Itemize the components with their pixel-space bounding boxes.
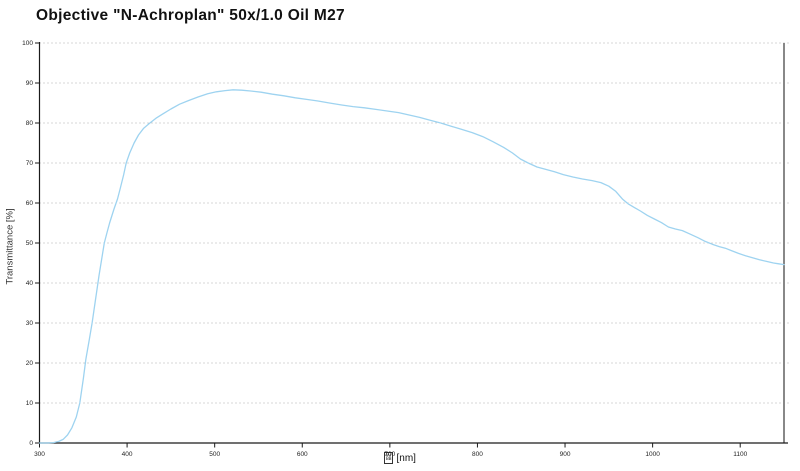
x-tick-label: 1100 (733, 451, 747, 458)
x-tick-label: 800 (472, 451, 483, 458)
x-tick-label: 1000 (645, 451, 660, 458)
missing-glyph-hex-digit: B (388, 457, 392, 462)
y-tick-label: 100 (22, 40, 33, 47)
y-tick-label: 60 (26, 200, 34, 207)
x-tick-label: 900 (560, 451, 571, 458)
transmittance-curve (38, 89, 785, 444)
y-tick-label: 70 (26, 160, 34, 167)
missing-glyph-hex-digit: 0 (386, 452, 389, 458)
y-tick-label: 50 (26, 240, 34, 247)
y-tick-label: 30 (26, 320, 34, 327)
y-tick-label: 80 (26, 120, 34, 127)
y-tick-label: 20 (26, 360, 34, 367)
y-tick-label: 40 (26, 280, 34, 287)
x-axis-unit: [nm] (396, 452, 416, 464)
missing-glyph-hex-digit: B (386, 457, 389, 462)
chart-title: Objective "N-Achroplan" 50x/1.0 Oil M27 (36, 7, 345, 24)
y-tick-label: 90 (26, 80, 34, 87)
y-tick-label: 0 (29, 440, 33, 447)
x-tick-label: 700 (384, 451, 395, 458)
y-tick-label: 10 (26, 400, 34, 407)
x-tick-label: 600 (297, 451, 308, 458)
missing-glyph-hex-digit: 3 (388, 452, 392, 458)
x-tick-label: 400 (122, 451, 133, 458)
y-axis-label: Transmittance [%] (4, 208, 16, 285)
x-tick-label: 500 (209, 451, 220, 458)
x-tick-label: 300 (34, 451, 45, 458)
